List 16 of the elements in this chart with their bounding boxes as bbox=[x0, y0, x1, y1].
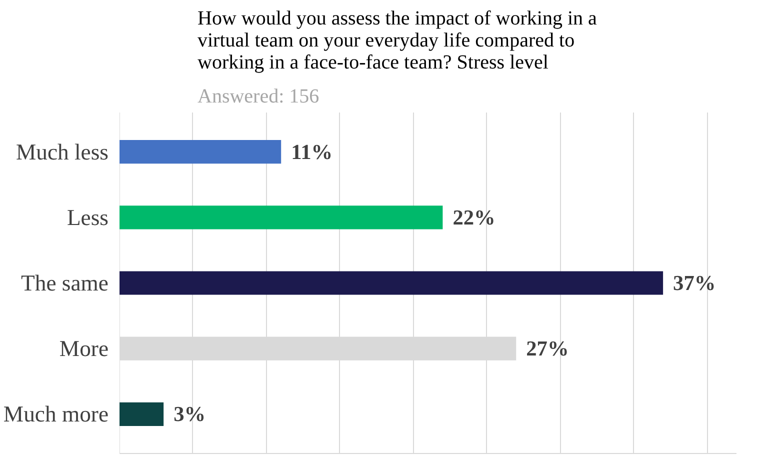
bar bbox=[120, 271, 664, 295]
data-label: 11% bbox=[291, 140, 333, 164]
y-tick-label: The same bbox=[21, 270, 109, 296]
y-tick-label: Much more bbox=[3, 402, 109, 427]
y-tick-label: More bbox=[59, 336, 109, 362]
data-label: 22% bbox=[452, 205, 496, 230]
data-label: 27% bbox=[526, 336, 569, 361]
chart-subtitle: Answered: 156 bbox=[198, 86, 320, 108]
data-label: 37% bbox=[673, 271, 716, 295]
bar bbox=[120, 140, 282, 164]
bar bbox=[120, 206, 443, 230]
data-label: 3% bbox=[174, 402, 206, 426]
y-tick-label: Less bbox=[66, 204, 108, 230]
y-tick-label: Much less bbox=[16, 139, 109, 164]
bar bbox=[120, 402, 164, 426]
chart-title: How would you assess the impact of working in a virtual team on your everyday life compared to working in a face-to-face team? Stress level bbox=[198, 8, 598, 74]
